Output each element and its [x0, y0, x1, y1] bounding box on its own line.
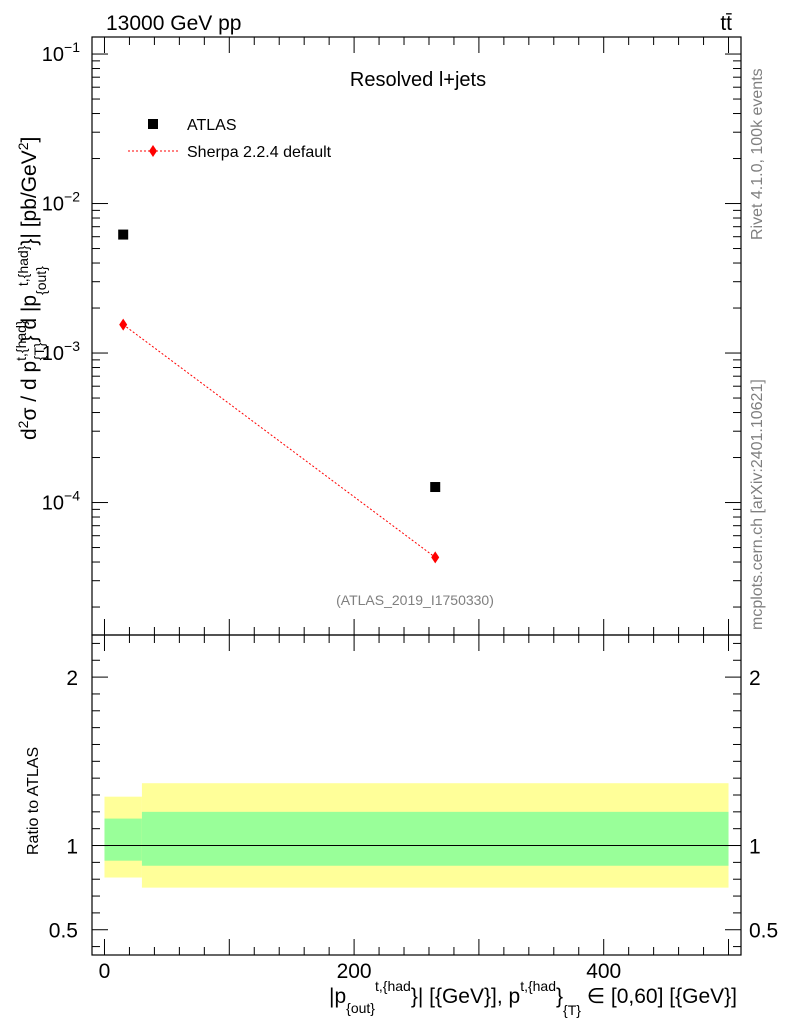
legend-label-atlas: ATLAS	[187, 117, 237, 134]
ratio-tick-label-0.5-right: 0.5	[749, 920, 778, 943]
legend: ATLAS Sherpa 2.2.4 default	[128, 117, 332, 161]
y-tick-label-1e-2: 10−2	[42, 189, 80, 216]
ratio-tick-label-1-right: 1	[749, 836, 761, 859]
x-tick-labels: 0 200 400	[99, 960, 622, 983]
process-label: tt̄	[720, 12, 732, 35]
ratio-y-ticks	[92, 642, 741, 948]
main-y-axis-label: d2σ / d pt,{had} {T}} d |p{out}t,{had}}| …	[13, 137, 49, 440]
main-y-tick-labels: 10−1 10−2 10−3 10−4	[42, 39, 80, 515]
ratio-y-axis-label: Ratio to ATLAS	[25, 747, 42, 855]
sherpa-point-1	[431, 551, 440, 564]
ratio-y-tick-labels: 2 1 0.5 2 1 0.5	[49, 667, 778, 943]
legend-label-sherpa: Sherpa 2.2.4 default	[187, 144, 332, 161]
energy-label: 13000 GeV pp	[106, 12, 241, 35]
sherpa-series-line	[122, 324, 436, 558]
x-tick-label-400: 400	[586, 960, 621, 983]
ratio-tick-label-2-left: 2	[66, 667, 78, 690]
legend-marker-atlas	[148, 119, 158, 129]
sherpa-point-0	[119, 318, 128, 331]
ratio-tick-label-0.5-left: 0.5	[49, 920, 78, 943]
y-tick-label-1e-1: 10−1	[42, 39, 80, 66]
ratio-tick-label-1-left: 1	[66, 836, 78, 859]
atlas-point-1	[430, 482, 441, 493]
atlas-point-0	[118, 229, 129, 240]
y-tick-label-1e-4: 10−4	[42, 488, 80, 515]
x-axis-label: |p{out}t,{had}| [{GeV}], pt,{had}{T} ∈ […	[329, 978, 737, 1018]
plot-title: Resolved l+jets	[350, 69, 486, 91]
main-y-ticks	[92, 53, 741, 608]
green-band-bin-1	[141, 811, 729, 866]
green-band-bin-0	[104, 818, 142, 861]
ratio-bands	[104, 783, 729, 888]
ratio-tick-label-2-right: 2	[749, 667, 761, 690]
x-tick-label-200: 200	[337, 960, 372, 983]
x-tick-label-0: 0	[99, 960, 111, 983]
x-ticks	[103, 37, 730, 955]
data-layer	[118, 229, 441, 564]
analysis-id-label: (ATLAS_2019_I1750330)	[336, 592, 494, 608]
mcplots-label: mcplots.cern.ch [arXiv:2401.10621]	[749, 379, 766, 630]
rivet-version-label: Rivet 4.1.0, 100k events	[749, 68, 766, 240]
y-tick-label-1e-3: 10−3	[42, 338, 80, 365]
legend-marker-sherpa	[149, 145, 157, 157]
